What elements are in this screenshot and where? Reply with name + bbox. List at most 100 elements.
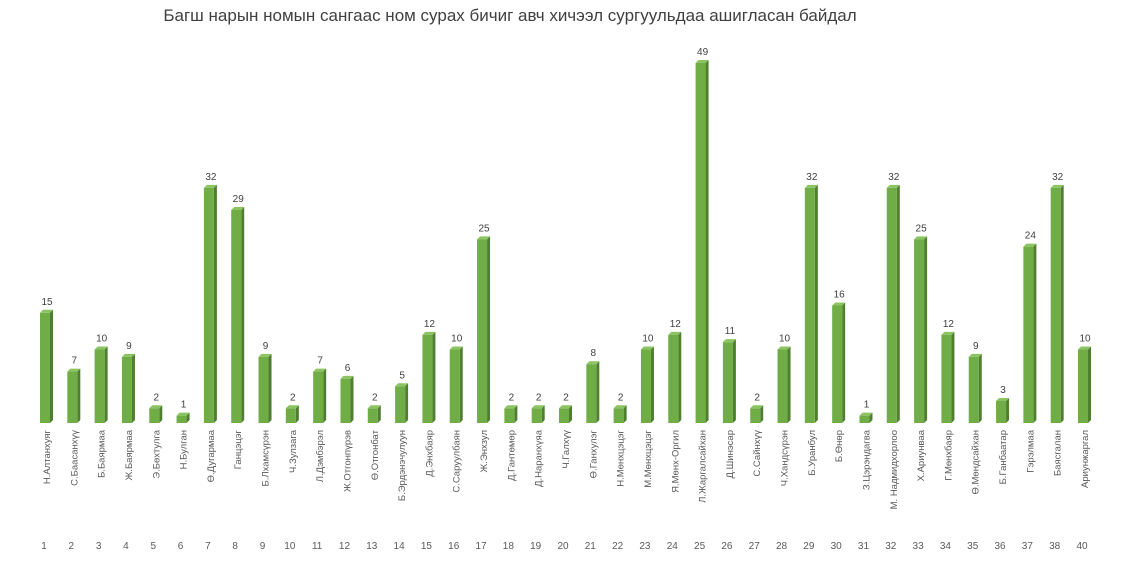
category-label: Д.Шинэсар (725, 430, 736, 479)
bar (203, 187, 214, 423)
bar-side (241, 206, 245, 423)
tick-label: 18 (503, 541, 515, 552)
bar-side (1006, 397, 1010, 423)
bar-top (313, 368, 327, 372)
data-label: 12 (424, 319, 436, 330)
bar-side (323, 368, 327, 423)
category-label: Б.Өнөр (834, 430, 845, 462)
bar-top (531, 405, 545, 409)
data-label: 7 (317, 356, 323, 367)
category-label: Э.Бөхтулга (151, 429, 162, 478)
category-label: Ө.Ганхулэг (588, 429, 599, 478)
category-label: Ч.Хандсүрэн (780, 430, 791, 486)
bar (1078, 349, 1088, 423)
bar (340, 378, 351, 423)
bar-side (896, 184, 900, 423)
bar (914, 239, 925, 423)
category-label: С.Сайнхүү (752, 430, 763, 477)
tick-label: 13 (366, 541, 378, 552)
tick-label: 22 (612, 541, 624, 552)
category-label: Ж.Отгонпүрэв (342, 430, 353, 492)
bar-top (886, 184, 900, 188)
bar-side (814, 184, 818, 423)
data-label: 11 (725, 326, 736, 337)
data-label: 9 (126, 341, 132, 352)
bar (94, 349, 105, 423)
data-label: 3 (1000, 385, 1006, 396)
bar-side (924, 236, 928, 423)
tick-label: 24 (667, 541, 679, 552)
tick-label: 5 (150, 541, 156, 552)
bar-side (596, 361, 600, 423)
bar (313, 371, 324, 423)
bar-top (832, 302, 846, 306)
bar (859, 415, 870, 423)
bar (422, 334, 433, 423)
bar (258, 356, 269, 423)
category-label: Б.Лхамсүрэн (261, 430, 272, 486)
data-label: 25 (478, 223, 490, 234)
bar (1023, 246, 1034, 423)
category-label: Н.Алтанхуяг (42, 429, 53, 484)
bar (231, 209, 242, 423)
bar-side (405, 383, 409, 423)
data-label: 2 (618, 392, 624, 403)
tick-label: 4 (123, 541, 129, 552)
bar-top (231, 206, 245, 210)
tick-label: 17 (475, 541, 487, 552)
bar-side (569, 405, 572, 423)
bar (149, 408, 160, 423)
bar-side (705, 60, 709, 423)
bar-top (1050, 184, 1064, 188)
bar-side (678, 331, 682, 423)
bar-side (159, 405, 163, 423)
tick-label: 1 (41, 541, 47, 552)
category-label: Д.Гантөмөр (506, 430, 517, 481)
category-label: Л.Дэмбэрэл (315, 430, 326, 482)
bar-top (176, 412, 190, 416)
bar-side (541, 405, 545, 423)
tick-label: 34 (940, 541, 952, 552)
tick-label: 26 (721, 541, 733, 552)
bar-top (121, 353, 135, 357)
bar-side (131, 353, 135, 423)
data-label: 10 (451, 334, 463, 345)
bar-side (623, 405, 627, 423)
data-label: 12 (943, 319, 955, 330)
category-label: Гэрэлмаа (1025, 429, 1036, 472)
data-label: 6 (345, 363, 351, 374)
bar (668, 334, 679, 423)
category-label: Ж.Энхзул (479, 430, 490, 472)
tick-label: 9 (260, 541, 266, 552)
tick-label: 2 (69, 541, 75, 552)
category-label: Ганцэцэг (233, 429, 244, 469)
bar-side (732, 339, 736, 423)
bar-top (941, 331, 955, 335)
tick-label: 7 (205, 541, 211, 552)
bar-side (295, 405, 299, 423)
data-label: 7 (72, 356, 78, 367)
tick-label: 15 (421, 541, 433, 552)
bar (722, 342, 733, 423)
category-label: Н.Мөнхцэцэг (616, 429, 627, 486)
bar (613, 408, 624, 423)
bar-top (859, 412, 873, 416)
tick-label: 12 (339, 541, 351, 552)
data-label: 10 (1079, 334, 1091, 345)
tick-label: 23 (639, 541, 651, 552)
chart-title: Багш нарын номын сангаас ном сурах бичиг… (163, 6, 857, 25)
data-label: 8 (591, 348, 597, 359)
bar (559, 408, 569, 423)
data-label: 10 (642, 334, 654, 345)
tick-label: 8 (232, 541, 238, 552)
bar-top (94, 346, 108, 350)
tick-label: 30 (831, 541, 843, 552)
data-label: 32 (806, 172, 818, 183)
category-label: Ч.Зулзага (288, 429, 299, 473)
bar-top (422, 331, 436, 335)
data-label: 2 (754, 392, 760, 403)
bar-side (1060, 184, 1064, 423)
bar-top (40, 309, 53, 313)
tick-label: 38 (1049, 541, 1061, 552)
category-label: Ө.Дугармаа (206, 429, 217, 482)
